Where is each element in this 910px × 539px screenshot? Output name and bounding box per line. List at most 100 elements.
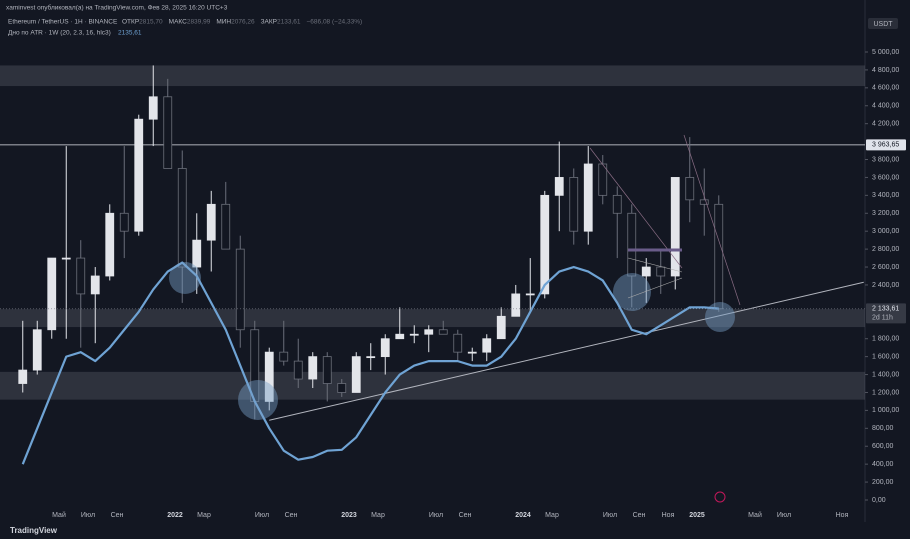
icon (714, 491, 726, 503)
y-tick-label: 4 800,00 (872, 67, 899, 74)
legend-value: 2815,70 (139, 19, 163, 26)
y-tick-label: 600,00 (872, 443, 894, 450)
ohlc-legend: ОТКР 2815,70 МАКС 2839,99 МИН 2076,26 ЗАКР 2133… (122, 19, 362, 26)
indicator-name: Дно по ATR · 1W (20, 2.3, 16, hlc3) (8, 30, 111, 37)
y-tick-label: 4 200,00 (872, 121, 899, 128)
x-tick-label: Июл (81, 512, 95, 519)
x-tick-label: Мар (371, 512, 385, 519)
drawing-line (589, 147, 683, 269)
x-tick-label: Июл (429, 512, 443, 519)
candle-body (467, 351, 477, 354)
candle-body (409, 333, 419, 336)
candle-body (612, 194, 622, 214)
y-tick-label: 3 200,00 (872, 210, 899, 217)
candle-body (366, 356, 376, 359)
legend-label: МИН (216, 19, 231, 26)
y-tick-label: 1 600,00 (872, 353, 899, 360)
candle-body (511, 293, 521, 317)
candle-body (380, 338, 390, 358)
candle-body (641, 266, 651, 277)
x-tick-label: Сен (459, 512, 472, 519)
symbol: Ethereum / TetherUS · 1Н · BINANCE (8, 19, 118, 26)
x-tick-label: Сен (633, 512, 646, 519)
candle-body (583, 163, 593, 232)
x-tick-label: Сен (111, 512, 124, 519)
x-tick-label: Ноя (662, 512, 675, 519)
candle-body (525, 293, 535, 296)
trendline (269, 281, 864, 421)
candle-body (554, 177, 564, 196)
x-tick-label: 2023 (341, 512, 357, 519)
x-tick-label: 2024 (515, 512, 531, 519)
footer (0, 522, 910, 539)
y-tick-label: 1 000,00 (872, 407, 899, 414)
candle-body (177, 168, 187, 268)
hline-label: 3 963,65 (872, 142, 899, 149)
y-tick-label: 1 800,00 (872, 336, 899, 343)
candle-body (148, 96, 158, 120)
candle-body (685, 177, 695, 201)
legend-value: 2076,26 (231, 19, 255, 26)
x-tick-label: Сен (285, 512, 298, 519)
x-tick-label: Май (748, 511, 762, 519)
candle-body (395, 333, 405, 340)
candle-body (438, 329, 448, 335)
candle-body (293, 360, 303, 380)
y-tick-label: 0,00 (872, 497, 886, 504)
y-tick-label: 800,00 (872, 425, 894, 432)
y-tick-label: 4 400,00 (872, 103, 899, 110)
y-tick-label: 1 400,00 (872, 371, 899, 378)
candle-body (598, 163, 608, 196)
countdown: 2d 11h (872, 315, 893, 322)
drawing-line (627, 257, 683, 273)
candle-body (308, 356, 318, 380)
legend-label: МАКС (169, 19, 187, 26)
highlight (169, 262, 201, 294)
x-tick-label: Июл (603, 512, 617, 519)
candle-body (221, 203, 231, 250)
candle-body (496, 315, 506, 340)
y-tick-label: 4 600,00 (872, 85, 899, 92)
drawing-line (683, 134, 741, 306)
y-tick-label: 3 800,00 (872, 156, 899, 163)
candle-body (90, 275, 100, 295)
candle-body (32, 329, 42, 371)
candle-body (119, 212, 129, 232)
drawing-line (627, 277, 683, 299)
candle-body (424, 329, 434, 335)
x-tick-label: Мар (545, 512, 559, 519)
x-tick-label: 2022 (167, 512, 183, 519)
candle-body (76, 257, 86, 295)
indicator-line (21, 261, 719, 465)
candle-body (540, 194, 550, 295)
candle-body (163, 96, 173, 169)
brand: TradingView (10, 526, 58, 535)
y-tick-label: 200,00 (872, 479, 894, 486)
candle-body (279, 351, 289, 362)
legend-label: ОТКР (122, 19, 139, 26)
x-tick-label: 2025 (689, 512, 705, 519)
y-tick-label: 400,00 (872, 461, 894, 468)
currency-box (868, 18, 898, 29)
y-tick-label: 2 800,00 (872, 246, 899, 253)
y-tick-label: 2 600,00 (872, 264, 899, 271)
indicator-value: 2135,61 (118, 30, 142, 37)
x-tick-label: Мар (197, 512, 211, 519)
y-tick-label: 5 000,00 (872, 49, 899, 56)
legend-value: 2133,61 (277, 19, 301, 26)
candle-body (18, 369, 28, 384)
y-tick-label: 3 600,00 (872, 174, 899, 181)
y-tick-label: 3 400,00 (872, 192, 899, 199)
hline-label-box (866, 139, 906, 151)
candle-body (670, 177, 680, 277)
candle-body (47, 257, 57, 331)
y-tick-label: 3 000,00 (872, 228, 899, 235)
candle-body (322, 356, 332, 384)
x-tick-label: Июл (777, 512, 791, 519)
candle-body (206, 203, 216, 241)
x-tick-label: Июл (255, 512, 269, 519)
y-tick-label: 2 400,00 (872, 282, 899, 289)
